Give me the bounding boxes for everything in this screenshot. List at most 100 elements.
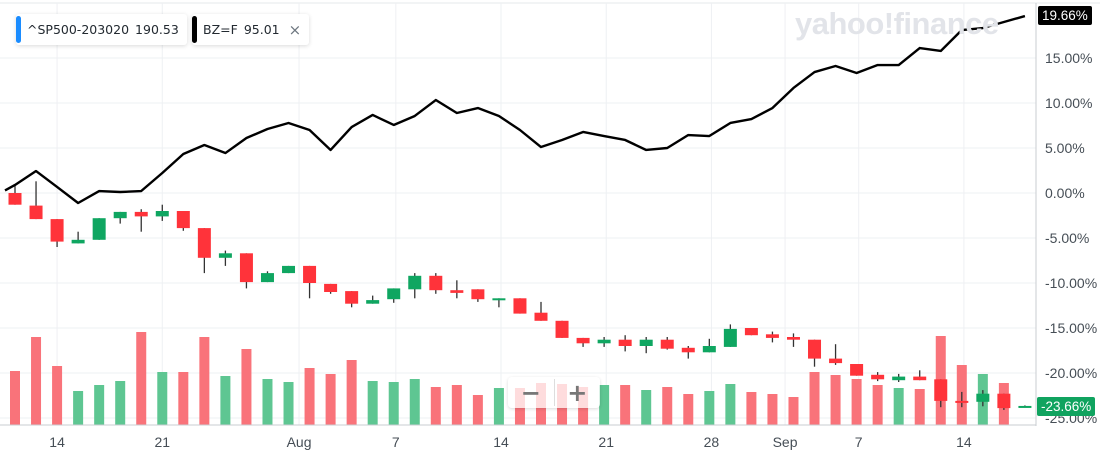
candle-down	[239, 253, 253, 283]
volume-bar	[283, 382, 294, 425]
volume-bar	[620, 385, 631, 425]
volume-bar	[367, 381, 378, 425]
x-tick-label: Aug	[287, 434, 312, 450]
series-color-marker	[192, 16, 197, 43]
volume-bar	[599, 385, 610, 425]
candle-up	[492, 298, 506, 301]
volume-bar	[893, 388, 904, 425]
candle-up	[639, 339, 653, 346]
last-value-candle-label: -23.66%	[1037, 397, 1096, 416]
candle-up	[366, 300, 380, 304]
x-tick-label: 14	[493, 434, 509, 450]
volume-bar	[451, 385, 462, 425]
volume-bar	[704, 391, 715, 425]
candle-up	[387, 288, 401, 300]
candle-down	[660, 339, 674, 349]
candle-down	[955, 400, 969, 403]
candle-up	[218, 253, 232, 258]
legend-symbol: BZ=F	[203, 22, 238, 37]
candle-up	[260, 273, 274, 283]
grid	[0, 2, 1100, 425]
volume-bar	[10, 371, 20, 425]
y-axis: 15.00% 10.00% 5.00% 0.00% -5.00% -10.00% -15.0…	[1035, 3, 1097, 426]
x-tick-label: 21	[598, 434, 614, 450]
candle-down	[8, 193, 22, 205]
candle-up	[976, 393, 990, 402]
volume-bar	[346, 360, 357, 425]
zoom-in-button[interactable]: +	[567, 378, 588, 407]
candle-up	[597, 339, 611, 344]
volume-bar	[157, 372, 168, 425]
divider	[553, 379, 555, 406]
volume-bar	[409, 379, 420, 425]
candle-up	[723, 328, 737, 347]
volume-bar	[388, 382, 399, 425]
y-tick-label: 5.00%	[1045, 140, 1085, 156]
volume-bar	[872, 385, 883, 425]
volume-bar	[725, 384, 736, 425]
candle-down	[744, 328, 758, 336]
candlesticks	[8, 181, 1032, 410]
y-tick-label: 0.00%	[1045, 185, 1085, 201]
candle-up	[113, 211, 127, 219]
y-tick-label: -5.00%	[1045, 230, 1089, 246]
y-tick-label: 10.00%	[1045, 95, 1092, 111]
candle-down	[808, 339, 822, 359]
candle-down	[681, 347, 695, 353]
candle-down	[50, 219, 64, 242]
candle-down	[197, 228, 211, 258]
candle-up	[892, 376, 906, 381]
bz-line-series	[4, 14, 1026, 205]
volume-bar	[325, 374, 336, 425]
volume-bar	[220, 376, 231, 425]
volume-bar	[73, 391, 84, 425]
volume-bar	[31, 337, 42, 425]
candle-down	[913, 376, 927, 381]
candle-up	[408, 275, 422, 290]
y-tick-label: 15.00%	[1045, 50, 1092, 66]
candle-up	[71, 239, 85, 244]
candle-down	[618, 339, 632, 346]
candle-down	[134, 211, 148, 217]
volume-bar	[641, 390, 652, 425]
zoom-controls: − +	[508, 377, 600, 408]
x-tick-label: 7	[855, 434, 863, 450]
candle-down	[429, 275, 443, 291]
candle-down	[513, 298, 527, 314]
volume-bar	[199, 337, 210, 425]
x-tick-label: 28	[704, 434, 720, 450]
candle-down	[850, 364, 864, 376]
volume-bar	[914, 389, 925, 425]
zoom-out-button[interactable]: −	[520, 378, 541, 407]
candle-down	[786, 337, 800, 340]
candle-up	[155, 211, 169, 217]
legend-value: 95.01	[243, 22, 280, 37]
candle-up	[702, 346, 716, 353]
legend-value: 190.53	[135, 22, 179, 37]
candle-down	[534, 312, 548, 321]
line-path	[4, 14, 1026, 205]
volume-bar	[767, 394, 778, 425]
x-tick-label: 14	[49, 434, 65, 450]
legend-bz[interactable]: BZ=F 95.01 ×	[192, 14, 310, 45]
volume-bar	[52, 366, 63, 425]
x-tick-label: Sep	[773, 434, 798, 450]
candle-down	[345, 291, 359, 304]
volume-bar	[178, 372, 189, 425]
x-tick-label: 21	[154, 434, 170, 450]
volume-bar	[830, 375, 841, 425]
volume-bar	[94, 385, 105, 425]
y-tick-label: -20.00%	[1045, 365, 1097, 381]
volume-bar	[472, 395, 483, 425]
y-tick-label: -10.00%	[1045, 275, 1097, 291]
candle-down	[29, 205, 43, 220]
candle-down	[450, 290, 464, 293]
close-icon[interactable]: ×	[288, 20, 302, 39]
candle-up	[1018, 405, 1032, 408]
series-color-marker	[16, 16, 21, 43]
candle-down	[765, 334, 779, 338]
candle-down	[303, 265, 317, 283]
volume-bar	[136, 332, 147, 425]
volume-bar	[241, 349, 252, 425]
legend-sp500[interactable]: ^SP500-203020 190.53	[16, 14, 187, 45]
